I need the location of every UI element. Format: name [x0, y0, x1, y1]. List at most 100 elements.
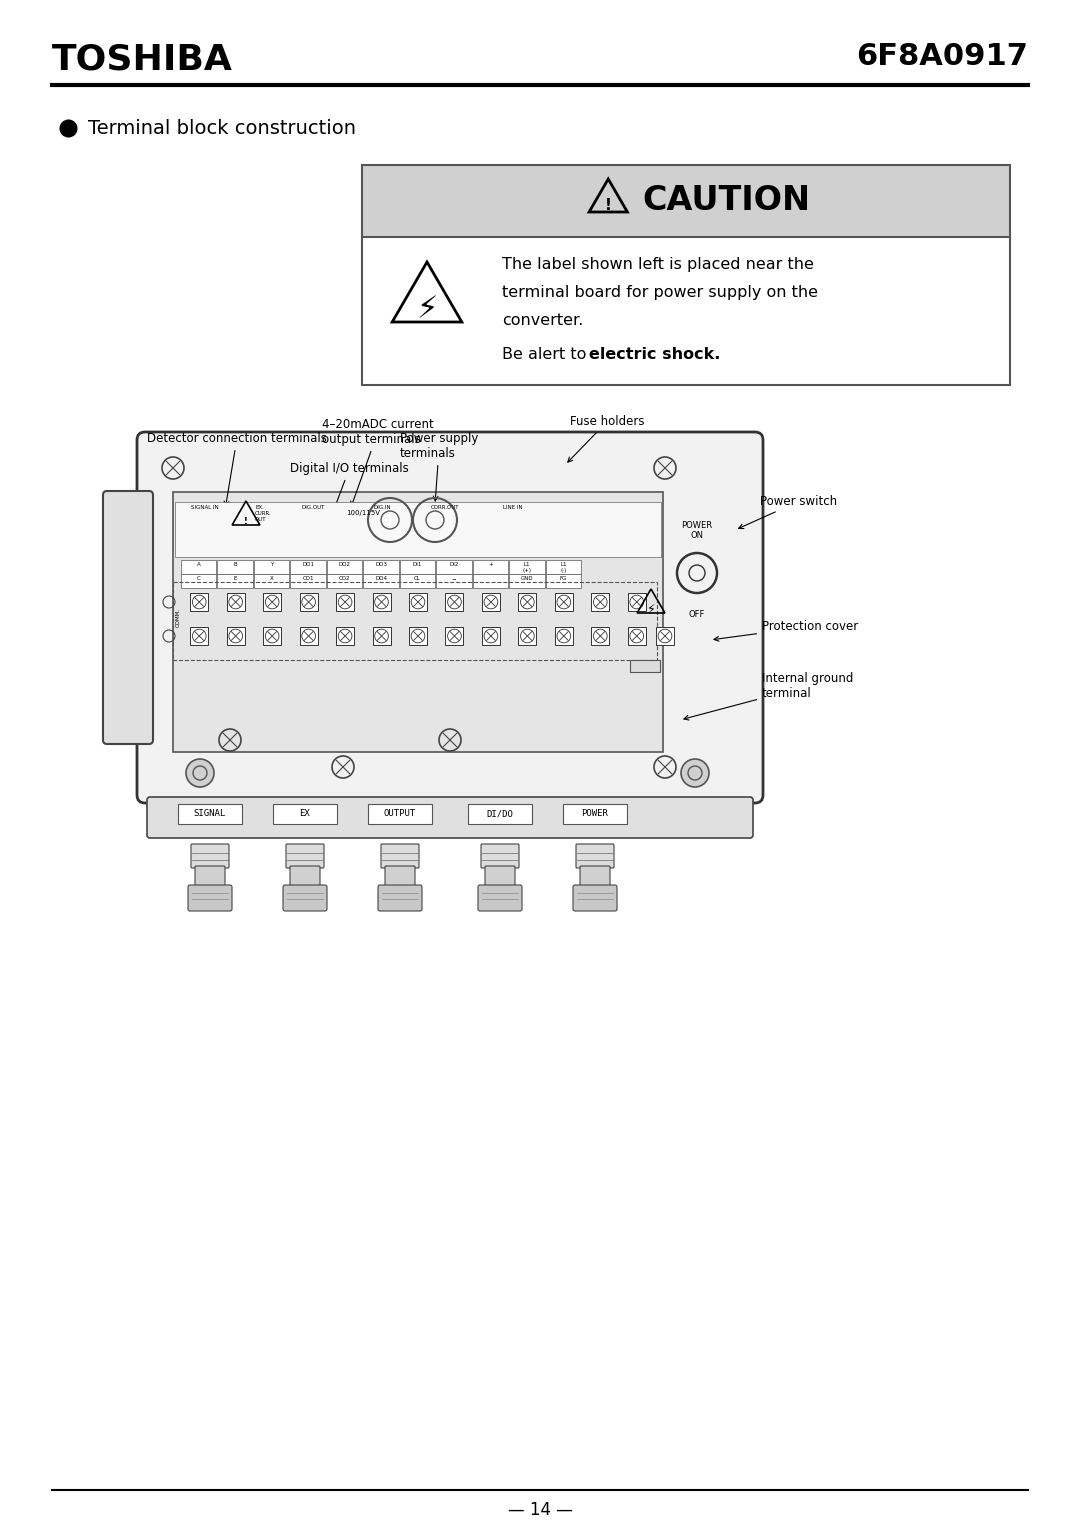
Text: POWER: POWER: [681, 521, 713, 530]
Bar: [362, 237, 1010, 385]
Bar: [563, 805, 627, 825]
Bar: [630, 660, 660, 672]
FancyBboxPatch shape: [381, 844, 419, 867]
Text: FG: FG: [559, 576, 567, 580]
Text: !: !: [244, 516, 248, 525]
FancyBboxPatch shape: [478, 886, 522, 912]
Text: converter.: converter.: [502, 313, 583, 328]
Text: EX.
CURR.
OUT: EX. CURR. OUT: [255, 505, 272, 522]
Bar: [468, 805, 532, 825]
Text: 6F8A0917: 6F8A0917: [856, 43, 1028, 70]
Text: TOSHIBA: TOSHIBA: [52, 43, 233, 76]
FancyBboxPatch shape: [580, 866, 610, 889]
FancyBboxPatch shape: [195, 866, 225, 889]
Bar: [656, 628, 674, 644]
Bar: [264, 592, 281, 611]
Bar: [336, 628, 354, 644]
Text: The label shown left is placed near the: The label shown left is placed near the: [502, 257, 814, 272]
Text: 100/115V: 100/115V: [346, 510, 380, 516]
Bar: [178, 805, 242, 825]
Bar: [227, 628, 245, 644]
Text: DO3: DO3: [375, 562, 387, 567]
Bar: [436, 560, 472, 574]
Bar: [173, 492, 663, 751]
Bar: [291, 560, 326, 574]
Text: DO2: DO2: [338, 562, 351, 567]
Text: SIGNAL: SIGNAL: [194, 809, 226, 818]
Bar: [336, 592, 354, 611]
Text: terminal board for power supply on the: terminal board for power supply on the: [502, 286, 818, 299]
Text: +: +: [488, 562, 492, 567]
FancyBboxPatch shape: [147, 797, 753, 838]
Bar: [473, 560, 509, 574]
Text: electric shock.: electric shock.: [589, 347, 720, 362]
Bar: [291, 574, 326, 588]
Bar: [400, 560, 435, 574]
Bar: [373, 628, 391, 644]
Bar: [627, 592, 646, 611]
FancyBboxPatch shape: [191, 844, 229, 867]
Bar: [217, 560, 253, 574]
Text: SIGNAL IN: SIGNAL IN: [191, 505, 219, 510]
Text: 4–20mADC current
output terminals: 4–20mADC current output terminals: [322, 418, 434, 507]
Text: DI/DO: DI/DO: [487, 809, 513, 818]
Text: Internal ground
terminal: Internal ground terminal: [684, 672, 853, 721]
Text: DI2: DI2: [449, 562, 459, 567]
Text: CO2: CO2: [339, 576, 350, 580]
Bar: [518, 592, 537, 611]
FancyBboxPatch shape: [378, 886, 422, 912]
Text: E: E: [233, 576, 237, 580]
Bar: [363, 574, 399, 588]
Bar: [482, 592, 500, 611]
Bar: [592, 628, 609, 644]
Bar: [509, 560, 544, 574]
Bar: [362, 165, 1010, 385]
Text: ⚡: ⚡: [647, 603, 656, 615]
Bar: [173, 582, 657, 660]
Bar: [518, 628, 537, 644]
Text: Detector connection terminals: Detector connection terminals: [147, 432, 327, 505]
Bar: [327, 574, 362, 588]
Bar: [445, 592, 463, 611]
Bar: [436, 574, 472, 588]
Bar: [555, 592, 572, 611]
Text: GND: GND: [521, 576, 534, 580]
Text: Fuse holders: Fuse holders: [568, 415, 645, 463]
Bar: [190, 628, 208, 644]
Bar: [362, 165, 1010, 237]
Bar: [227, 592, 245, 611]
Bar: [368, 805, 432, 825]
FancyBboxPatch shape: [103, 492, 153, 744]
Text: COMM.: COMM.: [176, 608, 181, 628]
Text: Y: Y: [270, 562, 273, 567]
FancyBboxPatch shape: [137, 432, 762, 803]
Bar: [217, 574, 253, 588]
Text: −: −: [451, 576, 456, 580]
Bar: [627, 628, 646, 644]
Bar: [254, 560, 289, 574]
Text: OUTPUT: OUTPUT: [383, 809, 416, 818]
Text: Digital I/O terminals: Digital I/O terminals: [291, 463, 408, 516]
Polygon shape: [392, 263, 462, 322]
Text: CAUTION: CAUTION: [643, 185, 810, 217]
Text: Power switch: Power switch: [739, 495, 837, 528]
Text: Be alert to: Be alert to: [502, 347, 592, 362]
Bar: [181, 574, 216, 588]
Bar: [327, 560, 362, 574]
Text: Terminal block construction: Terminal block construction: [87, 119, 356, 137]
Text: ⚡: ⚡: [416, 296, 437, 325]
Bar: [273, 805, 337, 825]
FancyBboxPatch shape: [286, 844, 324, 867]
Text: OFF: OFF: [689, 609, 705, 618]
Text: L1
(+): L1 (+): [523, 562, 531, 573]
Text: DIG.OUT: DIG.OUT: [301, 505, 324, 510]
FancyBboxPatch shape: [485, 866, 515, 889]
Circle shape: [186, 759, 214, 786]
Text: DI1: DI1: [413, 562, 422, 567]
Circle shape: [681, 759, 708, 786]
Text: DIG.IN: DIG.IN: [373, 505, 391, 510]
FancyBboxPatch shape: [188, 886, 232, 912]
FancyBboxPatch shape: [291, 866, 320, 889]
Text: Power supply
terminals: Power supply terminals: [400, 432, 478, 501]
Text: B: B: [233, 562, 237, 567]
